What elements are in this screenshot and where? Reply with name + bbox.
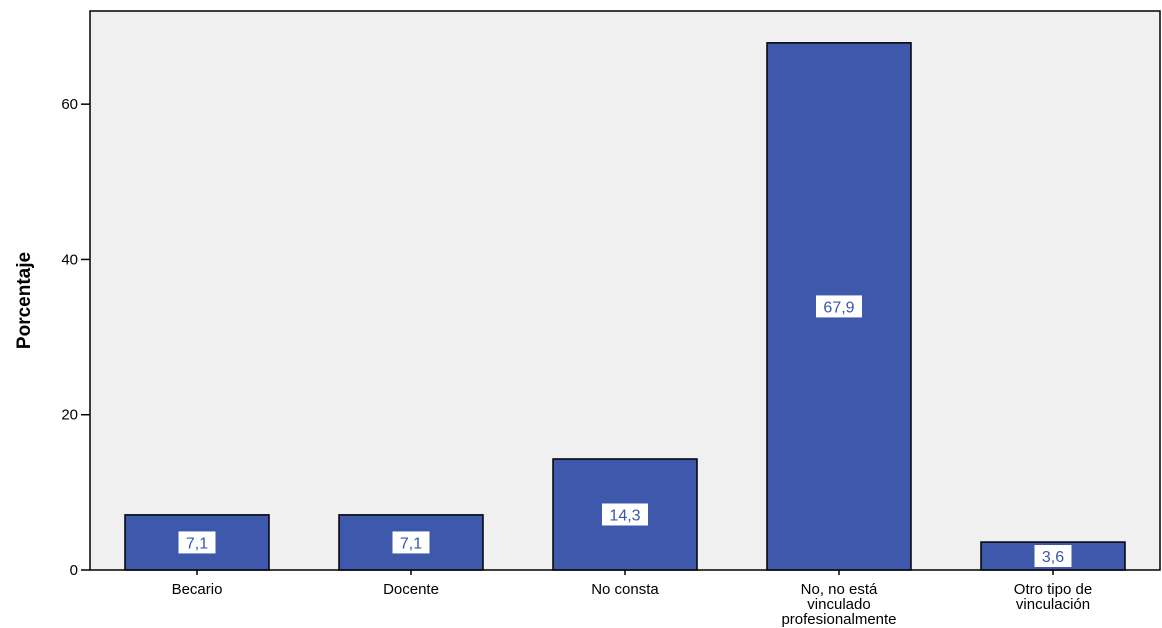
- x-tick-label: Becario: [172, 581, 223, 598]
- x-tick-label: No, no está: [801, 581, 878, 598]
- data-labels: 7,1 7,1 14,3 67,9 3,6: [178, 295, 1072, 568]
- x-tick-label: Docente: [383, 581, 439, 598]
- y-axis-title: Porcentaje: [14, 252, 35, 349]
- data-label-box: [816, 295, 862, 318]
- y-tick-label: 60: [61, 96, 78, 113]
- data-label: 3,6: [1042, 549, 1064, 566]
- y-tick-label: 20: [61, 407, 78, 424]
- x-tick-label: vinculación: [1016, 596, 1090, 613]
- x-tick-label: Otro tipo de: [1014, 581, 1092, 598]
- x-tick-label: No consta: [591, 581, 659, 598]
- data-label-box: [178, 531, 216, 554]
- x-tick-label: profesionalmente: [781, 611, 896, 628]
- data-label-box: [1034, 545, 1072, 568]
- data-label: 67,9: [823, 299, 854, 316]
- data-label: 7,1: [186, 535, 208, 552]
- data-label: 14,3: [609, 507, 640, 524]
- data-label-box: [392, 531, 430, 554]
- y-tick-label: 0: [70, 562, 78, 579]
- x-axis: Becario Docente No consta No, no estávincul…: [172, 570, 1092, 628]
- y-axis: 0 20 40 60: [61, 96, 90, 579]
- y-tick-label: 40: [61, 251, 78, 268]
- data-label-box: [602, 503, 648, 526]
- x-tick-label: vinculado: [807, 596, 870, 613]
- data-label: 7,1: [400, 535, 422, 552]
